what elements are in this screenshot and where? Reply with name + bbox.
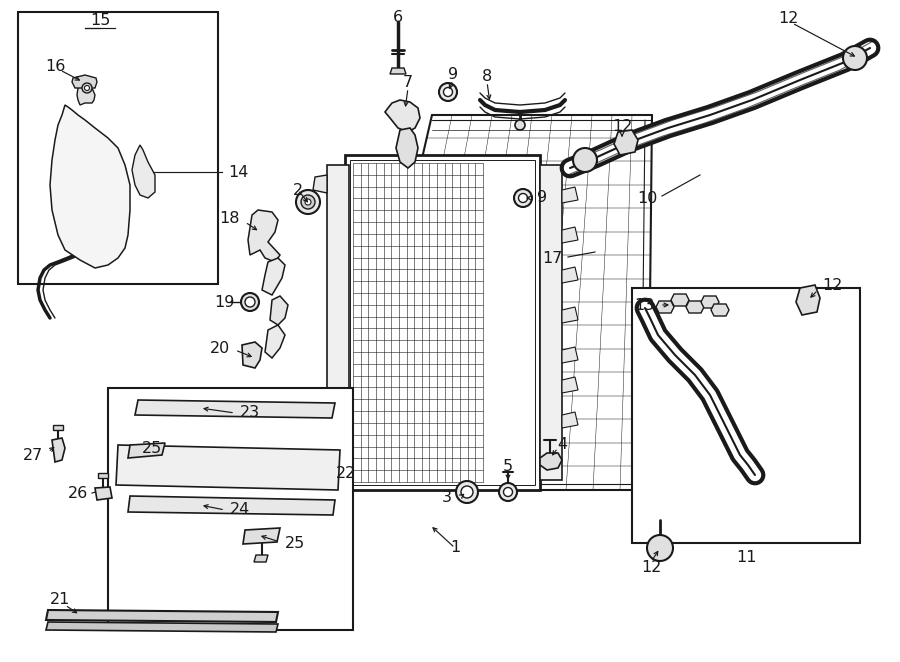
Polygon shape	[95, 487, 112, 500]
Polygon shape	[132, 145, 155, 198]
Circle shape	[499, 483, 517, 501]
Text: 6: 6	[393, 9, 403, 24]
Text: 11: 11	[736, 551, 756, 565]
Polygon shape	[46, 610, 278, 622]
Text: 4: 4	[557, 436, 567, 451]
Text: 12: 12	[822, 277, 842, 293]
Circle shape	[461, 486, 473, 498]
Text: 12: 12	[778, 11, 798, 26]
Polygon shape	[72, 75, 97, 88]
Polygon shape	[686, 301, 704, 313]
Polygon shape	[265, 325, 285, 358]
Polygon shape	[562, 187, 578, 203]
Text: 25: 25	[142, 440, 162, 455]
Polygon shape	[701, 296, 719, 308]
Bar	[632, 288, 860, 543]
Polygon shape	[390, 68, 406, 74]
Bar	[18, 12, 218, 284]
Polygon shape	[671, 294, 689, 306]
Text: 9: 9	[537, 189, 547, 205]
Polygon shape	[248, 210, 280, 262]
Polygon shape	[313, 460, 327, 478]
Circle shape	[241, 293, 259, 311]
Text: 13: 13	[634, 297, 655, 312]
Polygon shape	[270, 296, 288, 325]
Polygon shape	[656, 301, 674, 313]
Circle shape	[503, 487, 512, 496]
Text: 27: 27	[22, 448, 43, 463]
Polygon shape	[396, 128, 418, 168]
Text: 23: 23	[240, 404, 260, 420]
Polygon shape	[562, 227, 578, 243]
Polygon shape	[313, 175, 327, 193]
Polygon shape	[562, 267, 578, 283]
Polygon shape	[562, 377, 578, 393]
Text: 20: 20	[210, 340, 230, 355]
Text: 12: 12	[641, 561, 662, 575]
Text: 9: 9	[448, 66, 458, 81]
Text: 18: 18	[220, 211, 240, 226]
Text: 17: 17	[543, 250, 563, 265]
Text: 26: 26	[68, 485, 88, 500]
Text: 12: 12	[612, 118, 632, 134]
Polygon shape	[242, 342, 262, 368]
Bar	[327, 165, 349, 480]
Polygon shape	[614, 130, 638, 155]
Polygon shape	[116, 445, 340, 490]
Polygon shape	[243, 528, 280, 544]
Text: 22: 22	[336, 465, 356, 481]
Polygon shape	[77, 85, 95, 105]
Polygon shape	[46, 622, 278, 632]
Text: 8: 8	[482, 68, 492, 83]
Circle shape	[573, 148, 597, 172]
Circle shape	[245, 297, 255, 307]
Text: 14: 14	[228, 164, 248, 179]
Circle shape	[518, 193, 527, 203]
Polygon shape	[254, 555, 268, 562]
Text: 19: 19	[214, 295, 235, 310]
Bar	[350, 160, 535, 485]
Text: 1: 1	[450, 540, 460, 555]
Circle shape	[305, 199, 311, 205]
Text: 21: 21	[50, 592, 70, 608]
Circle shape	[444, 87, 453, 97]
Circle shape	[515, 120, 525, 130]
Circle shape	[296, 190, 320, 214]
Bar	[108, 388, 353, 630]
Text: 10: 10	[637, 191, 658, 205]
Circle shape	[82, 83, 92, 93]
Polygon shape	[540, 453, 562, 470]
Text: 16: 16	[45, 58, 65, 73]
Polygon shape	[135, 400, 335, 418]
Circle shape	[301, 195, 315, 209]
Text: 7: 7	[403, 75, 413, 89]
Circle shape	[456, 481, 478, 503]
Text: 24: 24	[230, 502, 250, 518]
Polygon shape	[128, 443, 165, 458]
Bar	[540, 165, 562, 480]
Polygon shape	[98, 473, 108, 478]
Circle shape	[439, 83, 457, 101]
Polygon shape	[52, 438, 65, 462]
Polygon shape	[711, 304, 729, 316]
Polygon shape	[53, 425, 63, 430]
Text: 2: 2	[292, 183, 303, 197]
Circle shape	[85, 85, 89, 91]
Circle shape	[647, 535, 673, 561]
Polygon shape	[562, 412, 578, 428]
Text: 25: 25	[285, 536, 305, 551]
Text: 5: 5	[503, 459, 513, 473]
Circle shape	[843, 46, 867, 70]
Bar	[345, 155, 540, 490]
Text: 3: 3	[442, 489, 452, 504]
Polygon shape	[562, 307, 578, 323]
Text: 15: 15	[90, 13, 110, 28]
Polygon shape	[50, 105, 130, 268]
Circle shape	[514, 189, 532, 207]
Polygon shape	[385, 100, 420, 132]
Polygon shape	[262, 258, 285, 295]
Polygon shape	[562, 347, 578, 363]
Polygon shape	[128, 496, 335, 515]
Polygon shape	[796, 285, 820, 315]
